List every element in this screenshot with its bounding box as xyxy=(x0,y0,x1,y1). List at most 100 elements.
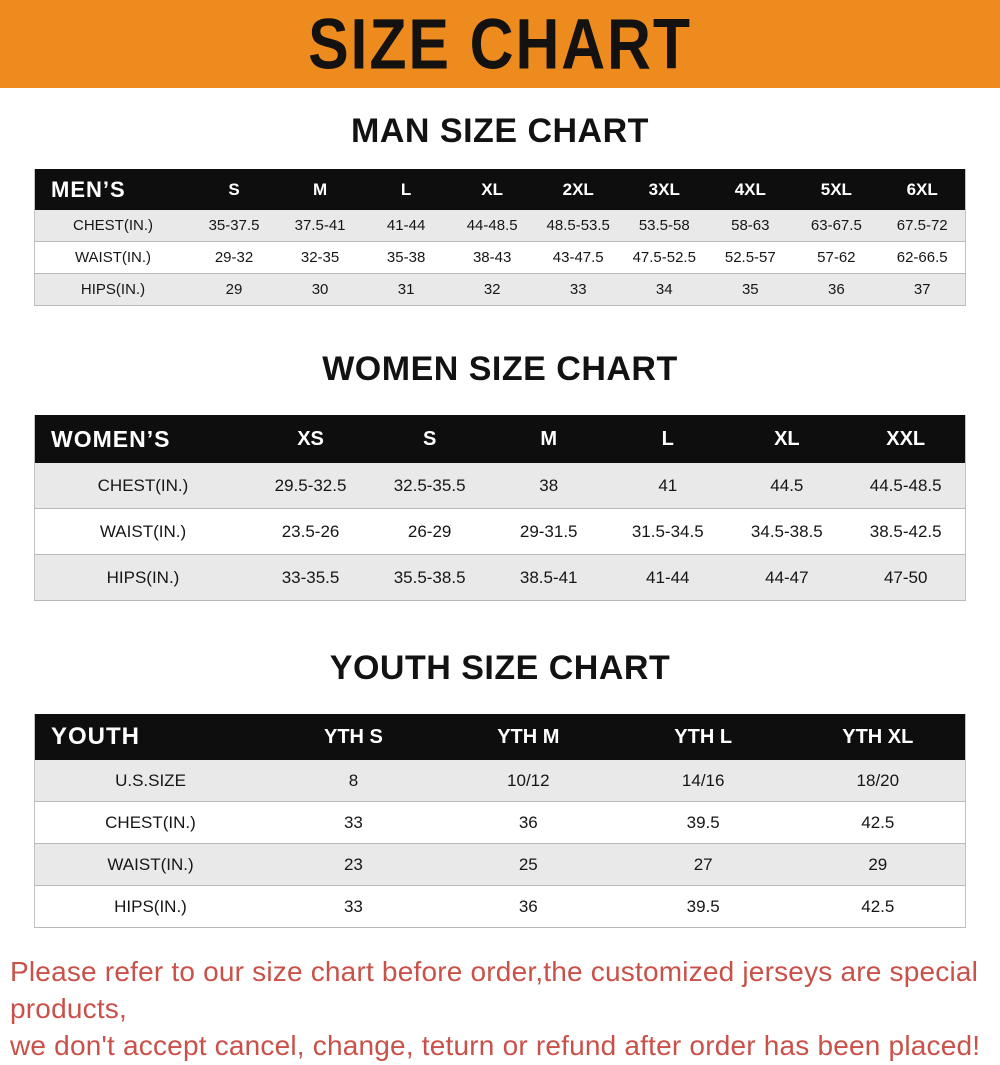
size-value: 36 xyxy=(518,812,538,832)
size-value: 47.5-52.5 xyxy=(632,249,696,266)
size-value: 44.5 xyxy=(770,475,804,495)
size-value: 47-50 xyxy=(883,567,928,587)
table-label-header: WOMEN’S xyxy=(51,425,171,452)
size-column-header: XXL xyxy=(886,427,926,450)
size-column-header: L xyxy=(400,179,412,199)
size-value: 35 xyxy=(741,281,759,298)
size-column-header: XL xyxy=(481,179,504,199)
size-value: 35-37.5 xyxy=(208,217,260,234)
size-column-header: YTH S xyxy=(323,725,383,748)
size-value: 39.5 xyxy=(686,812,720,832)
disclaimer-line-1: Please refer to our size chart before or… xyxy=(10,956,979,1024)
table-row: WAIST(IN.) 23.5-26 26-29 29-31.5 31.5-34.5 34… xyxy=(34,508,966,555)
size-column-header: 4XL xyxy=(734,179,766,199)
table-row: HIPS(IN.) 33-35.5 35.5-38.5 38.5-41 41-44 44-… xyxy=(34,554,966,601)
size-value: 53.5-58 xyxy=(638,217,690,234)
size-value: 31 xyxy=(397,281,415,298)
size-value: 10/12 xyxy=(507,770,550,790)
size-value: 63-67.5 xyxy=(810,217,862,234)
row-label: U.S.SIZE xyxy=(115,770,186,790)
section-title-youth: YOUTH SIZE CHART xyxy=(329,649,671,687)
table-row: HIPS(IN.) 33 36 39.5 42.5 xyxy=(34,885,966,928)
table-header-row: YOUTH YTH S YTH M YTH L YTH XL xyxy=(34,714,966,760)
size-value: 33 xyxy=(343,896,363,916)
size-column-header: XS xyxy=(297,427,324,450)
row-label: CHEST(IN.) xyxy=(97,475,189,495)
size-value: 31.5-34.5 xyxy=(631,521,704,541)
size-column-header: S xyxy=(422,427,437,450)
size-value: 32.5-35.5 xyxy=(393,475,466,495)
row-label: CHEST(IN.) xyxy=(73,217,153,234)
size-value: 14/16 xyxy=(681,770,725,790)
size-column-header: M xyxy=(312,179,328,199)
size-column-header: 5XL xyxy=(820,179,852,199)
page-title: SIZE CHART xyxy=(308,3,692,85)
disclaimer-text: Please refer to our size chart before or… xyxy=(0,954,1000,1065)
size-value: 34.5-38.5 xyxy=(750,521,823,541)
size-column-header: 3XL xyxy=(648,179,680,199)
size-value: 29.5-32.5 xyxy=(274,475,347,495)
size-value: 34 xyxy=(655,281,673,298)
size-value: 23.5-26 xyxy=(281,521,340,541)
table-header-row: MEN’S S M L XL 2XL 3XL 4XL 5XL 6XL xyxy=(34,169,966,210)
row-label: WAIST(IN.) xyxy=(99,521,187,541)
size-value: 42.5 xyxy=(861,896,895,916)
size-value: 29-32 xyxy=(214,249,254,266)
table-row: CHEST(IN.) 29.5-32.5 32.5-35.5 38 41 44.5 44.5… xyxy=(34,463,966,509)
size-value: 29 xyxy=(868,854,888,874)
size-value: 43-47.5 xyxy=(552,249,604,266)
size-value: 62-66.5 xyxy=(896,249,948,266)
section-title-man: MAN SIZE CHART xyxy=(351,112,649,150)
size-value: 18/20 xyxy=(856,770,900,790)
size-column-header: 2XL xyxy=(562,179,594,199)
size-value: 38.5-42.5 xyxy=(869,521,942,541)
size-value: 29-31.5 xyxy=(519,521,578,541)
women-size-table: WOMEN’S XS S M L XL XXL CHEST(IN.) 29.5-32.5 32.5… xyxy=(34,415,966,601)
size-value: 25 xyxy=(518,854,538,874)
size-value: 23 xyxy=(343,854,363,874)
size-value: 38 xyxy=(539,475,559,495)
size-value: 33-35.5 xyxy=(281,567,340,587)
table-row: U.S.SIZE 8 10/12 14/16 18/20 xyxy=(34,760,966,802)
size-value: 8 xyxy=(348,770,359,790)
size-value: 67.5-72 xyxy=(896,217,948,234)
size-column-header: YTH M xyxy=(497,725,560,748)
size-value: 42.5 xyxy=(861,812,895,832)
table-label-header: YOUTH xyxy=(51,723,140,750)
size-value: 44-48.5 xyxy=(466,217,518,234)
size-value: 58-63 xyxy=(731,217,770,234)
size-column-header: YTH L xyxy=(674,725,733,748)
size-value: 33 xyxy=(569,281,587,298)
size-value: 36 xyxy=(828,281,845,298)
size-value: 39.5 xyxy=(686,896,720,916)
size-value: 41-44 xyxy=(386,217,426,234)
size-value: 41-44 xyxy=(646,567,690,587)
table-row: CHEST(IN.) 33 36 39.5 42.5 xyxy=(34,801,966,844)
size-value: 37 xyxy=(913,281,931,298)
size-value: 35.5-38.5 xyxy=(393,567,466,587)
size-value: 57-62 xyxy=(817,249,856,266)
row-label: HIPS(IN.) xyxy=(114,896,187,916)
size-value: 38.5-41 xyxy=(519,567,578,587)
size-value: 37.5-41 xyxy=(294,217,346,234)
size-value: 44.5-48.5 xyxy=(869,475,942,495)
size-column-header: YTH XL xyxy=(842,725,914,748)
size-value: 30 xyxy=(311,281,329,298)
size-value: 44-47 xyxy=(765,567,809,587)
size-value: 41 xyxy=(658,475,678,495)
table-row: CHEST(IN.) 35-37.5 37.5-41 41-44 44-48.5 48.5… xyxy=(34,210,966,242)
row-label: WAIST(IN.) xyxy=(74,249,152,266)
table-row: HIPS(IN.) 29 30 31 32 33 34 35 36 37 xyxy=(34,273,966,306)
table-header-row: WOMEN’S XS S M L XL XXL xyxy=(34,415,966,463)
size-value: 38-43 xyxy=(472,249,512,266)
table-row: WAIST(IN.) 23 25 27 29 xyxy=(34,843,966,886)
size-value: 32 xyxy=(483,281,501,298)
size-value: 35-38 xyxy=(386,249,426,266)
size-chart-banner: SIZE CHART xyxy=(0,0,1000,88)
man-size-table: MEN’S S M L XL 2XL 3XL 4XL 5XL 6XL CHEST(IN.) 35-37… xyxy=(34,169,966,306)
size-column-header: L xyxy=(661,427,674,450)
table-row: WAIST(IN.) 29-32 32-35 35-38 38-43 43-47.5 47.… xyxy=(34,241,966,274)
row-label: WAIST(IN.) xyxy=(107,854,194,874)
row-label: HIPS(IN.) xyxy=(80,281,146,298)
size-value: 27 xyxy=(693,854,713,874)
